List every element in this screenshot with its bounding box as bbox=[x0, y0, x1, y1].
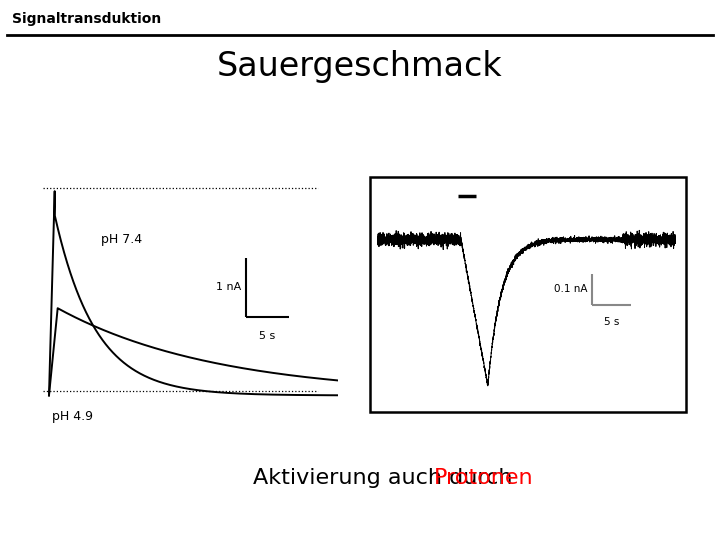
Text: pH 7.4: pH 7.4 bbox=[101, 233, 143, 246]
Text: 5 s: 5 s bbox=[259, 331, 276, 341]
Text: 0.1 nA: 0.1 nA bbox=[554, 285, 588, 294]
Text: 5 s: 5 s bbox=[604, 317, 619, 327]
Text: Signaltransduktion: Signaltransduktion bbox=[12, 12, 161, 26]
Text: pH 4.9: pH 4.9 bbox=[52, 410, 93, 423]
Text: 1 nA: 1 nA bbox=[216, 282, 241, 293]
Text: Protonen: Protonen bbox=[434, 468, 534, 488]
Bar bbox=[370, 177, 686, 412]
Text: Aktivierung auch durch: Aktivierung auch durch bbox=[253, 468, 520, 488]
Text: Sauergeschmack: Sauergeschmack bbox=[217, 50, 503, 83]
